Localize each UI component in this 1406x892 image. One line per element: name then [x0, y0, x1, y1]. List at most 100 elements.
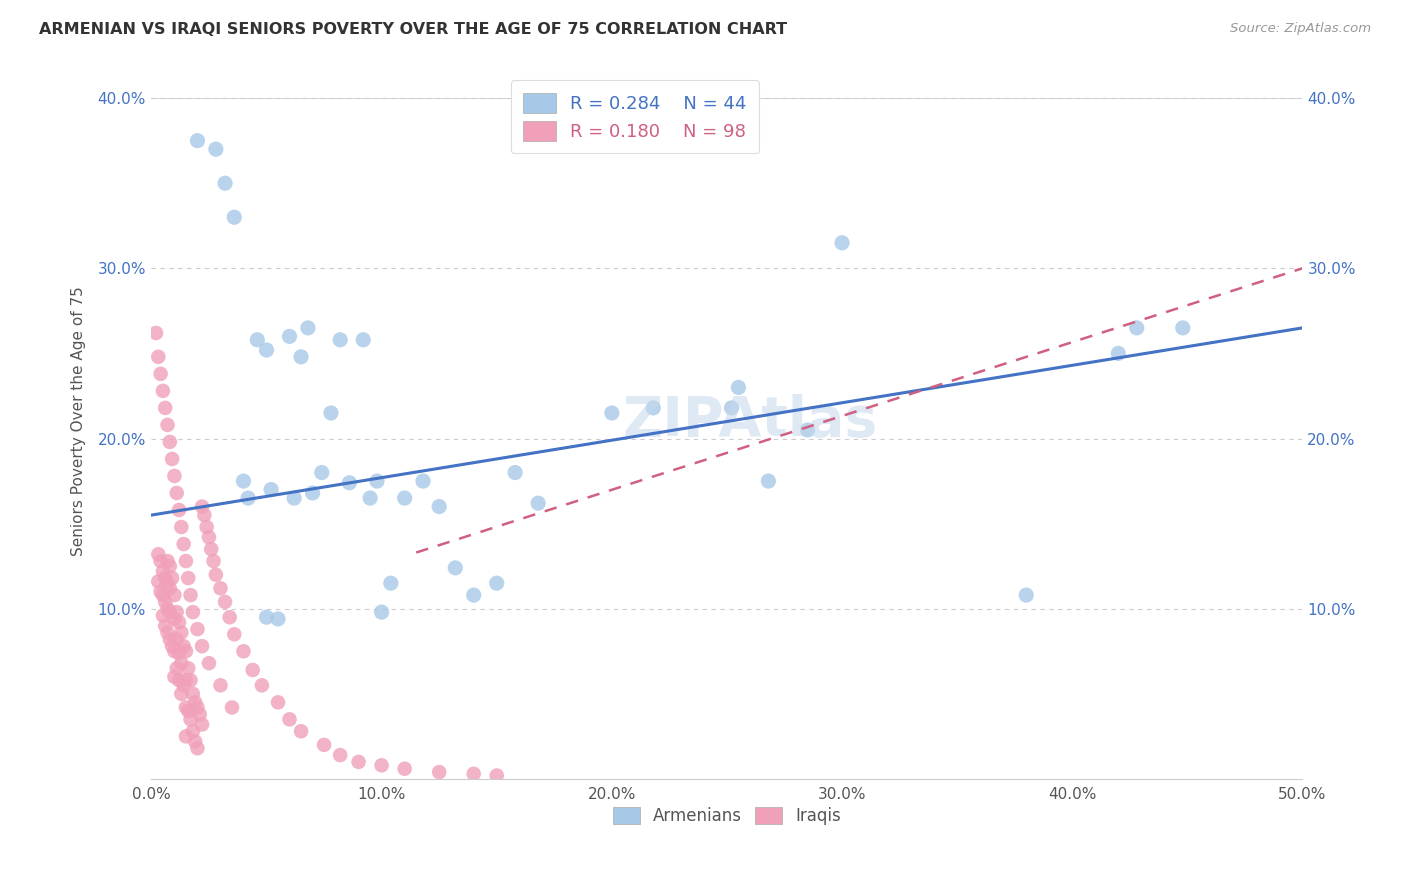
Point: [1125, 321, 1147, 335]
Point: [193, 508, 215, 522]
Point: [186, 700, 208, 714]
Point: [170, 687, 193, 701]
Text: Source: ZipAtlas.com: Source: ZipAtlas.com: [1230, 22, 1371, 36]
Point: [177, 571, 200, 585]
Point: [148, 574, 170, 589]
Point: [160, 451, 183, 466]
Point: [232, 644, 254, 658]
Point: [160, 639, 183, 653]
Point: [159, 582, 181, 596]
Point: [191, 717, 214, 731]
Point: [188, 707, 211, 722]
Point: [205, 142, 228, 156]
Point: [166, 486, 188, 500]
Point: [186, 134, 208, 148]
Point: [444, 561, 467, 575]
Point: [184, 695, 207, 709]
Point: [221, 700, 243, 714]
Point: [224, 627, 246, 641]
Point: [359, 491, 381, 505]
Point: [152, 384, 174, 398]
Point: [156, 576, 179, 591]
Point: [200, 542, 222, 557]
Legend: Armenians, Iraqis: Armenians, Iraqis: [603, 797, 851, 835]
Point: [181, 605, 204, 619]
Point: [463, 767, 485, 781]
Point: [156, 625, 179, 640]
Point: [394, 762, 416, 776]
Point: [159, 605, 181, 619]
Point: [380, 576, 402, 591]
Point: [180, 588, 202, 602]
Point: [163, 469, 186, 483]
Point: [160, 571, 183, 585]
Point: [170, 625, 193, 640]
Y-axis label: Seniors Poverty Over the Age of 75: Seniors Poverty Over the Age of 75: [72, 286, 86, 557]
Point: [174, 730, 197, 744]
Text: ZIPAtlas: ZIPAtlas: [623, 394, 877, 449]
Point: [166, 661, 188, 675]
Point: [214, 176, 236, 190]
Point: [155, 401, 177, 415]
Point: [370, 605, 392, 619]
Point: [191, 500, 214, 514]
Point: [149, 554, 172, 568]
Point: [181, 687, 204, 701]
Point: [720, 401, 742, 415]
Point: [290, 724, 312, 739]
Point: [174, 554, 197, 568]
Point: [173, 537, 195, 551]
Point: [278, 329, 301, 343]
Point: [174, 673, 197, 688]
Point: [283, 491, 305, 505]
Point: [319, 406, 342, 420]
Text: ARMENIAN VS IRAQI SENIORS POVERTY OVER THE AGE OF 75 CORRELATION CHART: ARMENIAN VS IRAQI SENIORS POVERTY OVER T…: [39, 22, 787, 37]
Point: [370, 758, 392, 772]
Point: [394, 491, 416, 505]
Point: [156, 417, 179, 432]
Point: [180, 712, 202, 726]
Point: [347, 755, 370, 769]
Point: [167, 673, 190, 688]
Point: [148, 547, 170, 561]
Point: [155, 618, 177, 632]
Point: [427, 500, 450, 514]
Point: [177, 704, 200, 718]
Point: [503, 466, 526, 480]
Point: [218, 610, 240, 624]
Point: [339, 475, 361, 490]
Point: [278, 712, 301, 726]
Point: [527, 496, 550, 510]
Point: [166, 605, 188, 619]
Point: [174, 644, 197, 658]
Point: [170, 656, 193, 670]
Point: [232, 474, 254, 488]
Point: [152, 608, 174, 623]
Point: [758, 474, 780, 488]
Point: [152, 564, 174, 578]
Point: [209, 678, 232, 692]
Point: [236, 491, 259, 505]
Point: [181, 724, 204, 739]
Point: [174, 700, 197, 714]
Point: [412, 474, 434, 488]
Point: [267, 695, 290, 709]
Point: [1107, 346, 1129, 360]
Point: [1015, 588, 1038, 602]
Point: [156, 554, 179, 568]
Point: [329, 748, 352, 763]
Point: [149, 367, 172, 381]
Point: [727, 380, 749, 394]
Point: [173, 639, 195, 653]
Point: [155, 595, 177, 609]
Point: [156, 601, 179, 615]
Point: [485, 576, 508, 591]
Point: [186, 622, 208, 636]
Point: [312, 738, 335, 752]
Point: [267, 612, 290, 626]
Point: [184, 734, 207, 748]
Point: [297, 321, 319, 335]
Point: [246, 333, 269, 347]
Point: [167, 503, 190, 517]
Point: [427, 765, 450, 780]
